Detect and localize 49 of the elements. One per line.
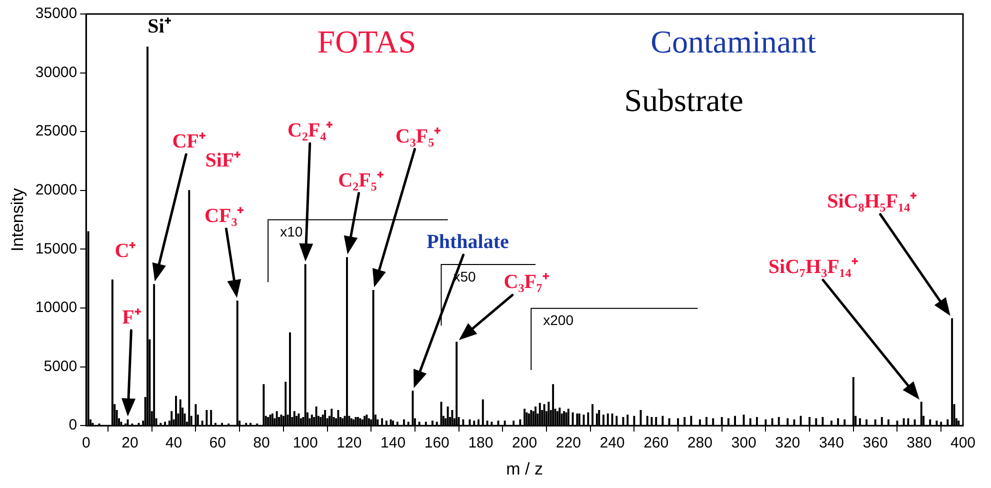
y-axis-title: Intensity [8, 188, 27, 252]
x-tick-label: 200 [512, 434, 538, 452]
annotation: SiC₇H₃F₁₄⁺ [768, 256, 858, 278]
annotation: x10 [280, 224, 303, 240]
annotation: C⁺ [114, 240, 136, 262]
x-tick-label: 340 [818, 434, 844, 452]
x-tick-label: 160 [424, 434, 450, 452]
x-tick-label: 220 [556, 434, 581, 452]
annotation: C₂F₅⁺ [338, 169, 384, 192]
y-tick-label: 30000 [35, 64, 78, 81]
annotation: SiC₈H₅F₁₄⁺ [827, 190, 917, 213]
y-tick-label: 10000 [35, 299, 78, 316]
x-tick-label: 400 [950, 434, 976, 452]
x-tick-label: 280 [687, 434, 712, 452]
annotation: C₂F₄⁺ [288, 120, 334, 142]
y-tick-label: 0 [68, 416, 78, 434]
x-tick-label: 320 [775, 434, 800, 452]
y-tick-label: 20000 [35, 182, 78, 199]
x-tick-label: 60 [209, 434, 226, 452]
x-tick-label: 240 [600, 434, 625, 452]
y-tick-label: 35000 [35, 5, 78, 22]
annotation: FOTAS [317, 23, 416, 60]
annotation: Substrate [624, 82, 744, 118]
annotation: C₃F₅⁺ [395, 125, 442, 148]
y-tick-label: 5000 [44, 358, 78, 375]
annotation: CF⁺ [172, 130, 206, 153]
x-tick-label: 360 [862, 434, 888, 452]
x-tick-label: 380 [906, 434, 932, 452]
annotation: x200 [543, 312, 574, 328]
y-tick-label: 15000 [35, 240, 78, 258]
x-tick-label: 140 [380, 434, 406, 452]
annotation: Phthalate [426, 231, 509, 254]
annotation: Contaminant [650, 23, 816, 60]
x-tick-label: 300 [731, 434, 756, 452]
x-tick-label: 100 [292, 434, 318, 452]
annotation: F⁺ [122, 306, 142, 329]
annotation: Si⁺ [148, 16, 172, 38]
x-axis-title: m / z [506, 459, 543, 478]
x-tick-label: 260 [644, 434, 669, 452]
y-tick-label: 25000 [35, 122, 78, 140]
x-tick-label: 120 [336, 434, 362, 452]
annotation: C₃F₇⁺ [504, 271, 550, 294]
annotation: CF₃⁺ [204, 205, 244, 228]
x-tick-label: 20 [122, 434, 138, 452]
x-tick-label: 180 [468, 434, 494, 452]
x-tick-label: 80 [253, 434, 270, 452]
x-tick-label: 0 [82, 434, 90, 452]
x-tick-label: 40 [165, 434, 182, 452]
annotation: SiF⁺ [205, 150, 242, 172]
